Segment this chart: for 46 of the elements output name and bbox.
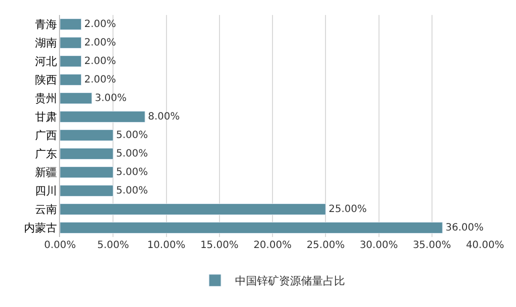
bar (60, 110, 146, 123)
data-label: 36.00% (446, 222, 484, 234)
x-tick-label: 20.00% (253, 240, 292, 251)
y-tick-label: 广西 (34, 129, 57, 142)
data-label: 2.00% (84, 56, 116, 67)
bar (60, 184, 114, 197)
x-tick-label: 40.00% (466, 240, 504, 251)
data-label: 5.00% (116, 148, 148, 160)
y-tick-label: 广东 (34, 148, 57, 161)
data-label: 2.00% (84, 37, 116, 48)
data-label: 5.00% (116, 185, 148, 196)
bar (60, 222, 443, 234)
y-tick-label: 贵州 (34, 92, 57, 106)
x-tick-label: 5.00% (97, 240, 130, 251)
x-tick-label: 0.00% (44, 240, 76, 251)
y-tick-label: 河北 (34, 55, 57, 68)
bar (60, 203, 326, 216)
data-label: 5.00% (116, 130, 148, 141)
bar (60, 74, 82, 86)
x-tick-label: 35.00% (412, 240, 451, 251)
bar (60, 148, 114, 160)
bar (60, 166, 114, 178)
y-tick-label: 湖南 (34, 36, 57, 50)
data-label: 25.00% (328, 204, 367, 215)
x-tick-label: 25.00% (306, 240, 345, 251)
y-tick-label: 新疆 (34, 166, 57, 180)
y-tick-label: 内蒙古 (24, 222, 57, 235)
x-tick-label: 15.00% (200, 240, 238, 251)
y-tick-label: 云南 (34, 203, 57, 216)
data-label: 3.00% (94, 92, 127, 104)
y-tick-label: 青海 (34, 18, 57, 32)
bar (60, 36, 82, 49)
data-label: 2.00% (84, 74, 116, 86)
bar (60, 129, 114, 142)
bar (60, 55, 82, 68)
legend-label: 中国锌矿资源储量占比 (235, 274, 345, 288)
bar (60, 18, 82, 30)
data-label: 5.00% (116, 166, 148, 178)
y-tick-label: 陕西 (34, 74, 57, 87)
x-tick-label: 10.00% (147, 240, 186, 251)
y-tick-label: 四川 (34, 184, 57, 198)
x-tick-label: 30.00% (360, 240, 398, 251)
bar (60, 92, 92, 104)
y-tick-label: 甘肃 (34, 110, 57, 124)
data-label: 8.00% (148, 111, 180, 122)
data-label: 2.00% (84, 18, 116, 30)
